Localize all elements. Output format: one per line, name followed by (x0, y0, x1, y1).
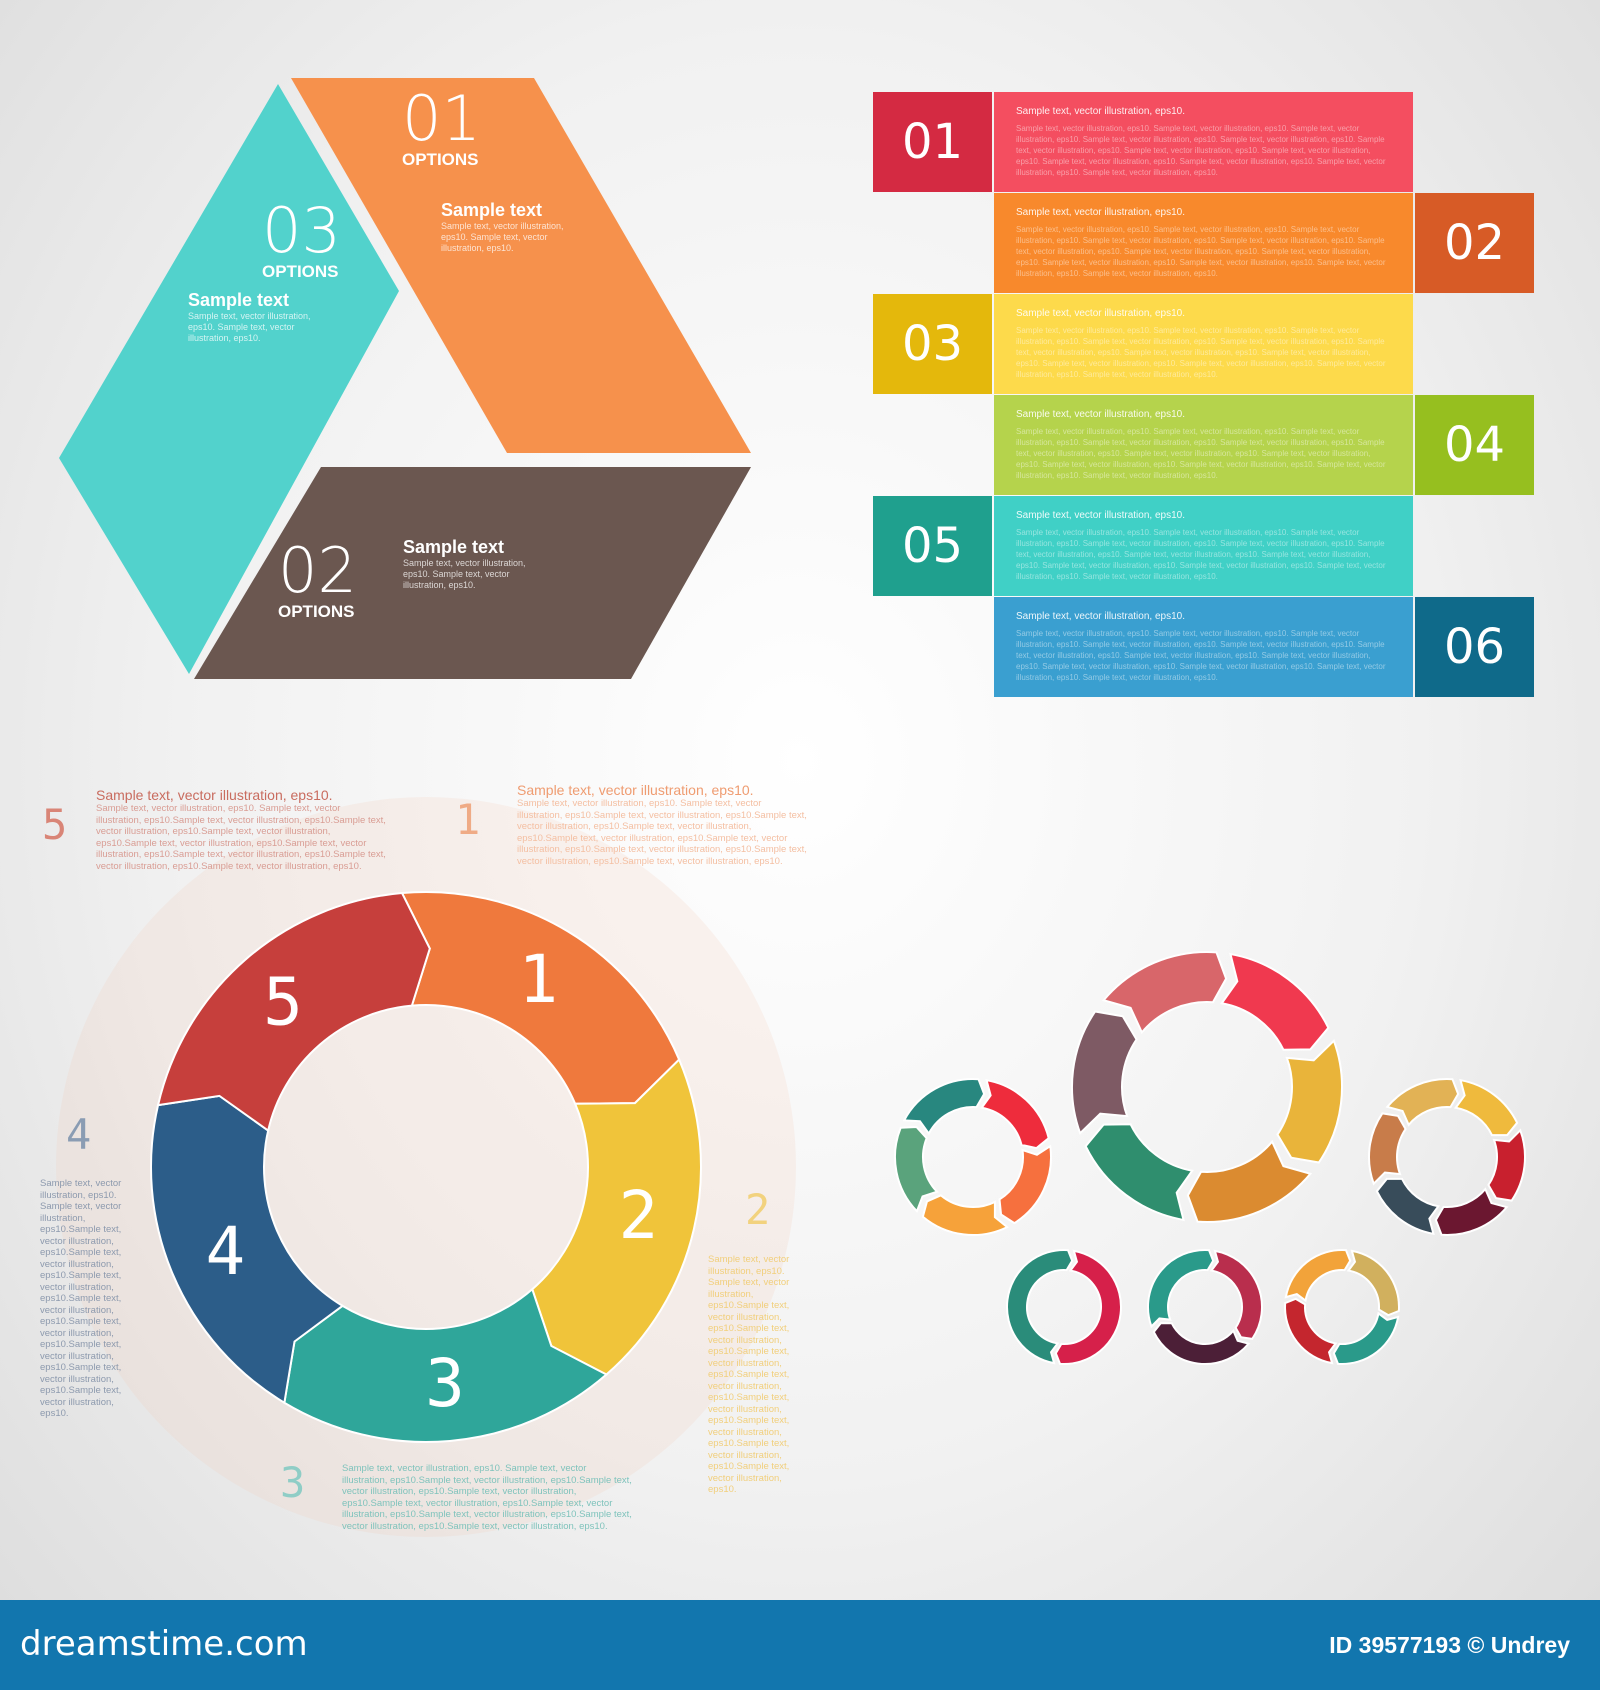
hex-number: 02 (278, 534, 357, 607)
text-block-4: Sample text, vector illustration, eps10.… (40, 1178, 122, 1419)
cycle-label: 1 (518, 941, 558, 1018)
hex-title: Sample text (188, 290, 290, 310)
text-body: Sample text, vector illustration, eps10.… (517, 798, 807, 867)
bar-number-box: 04 (1415, 395, 1534, 495)
bar-strip: Sample text, vector illustration, eps10.… (994, 92, 1413, 192)
cycle-label: 4 (205, 1213, 245, 1290)
bar-body: Sample text, vector illustration, eps10.… (1016, 124, 1386, 177)
hex-text-03: Sample text Sample text, vector illustra… (188, 290, 328, 344)
bar-number-box: 03 (873, 294, 992, 394)
bar-strip: Sample text, vector illustration, eps10.… (994, 294, 1413, 394)
bar-number-box: 05 (873, 496, 992, 596)
text-heading: Sample text, vector illustration, eps10. (517, 782, 754, 798)
cycle-label: 2 (619, 1177, 659, 1254)
bar-strip: Sample text, vector illustration, eps10.… (994, 597, 1413, 697)
bar-number-box: 06 (1415, 597, 1534, 697)
hex-body: Sample text, vector illustration, eps10.… (441, 221, 564, 253)
ring-1-segment (902, 1078, 986, 1136)
ring-2-segment (1186, 1139, 1313, 1223)
ring-2-segment (1276, 1039, 1343, 1164)
bar-heading: Sample text, vector illustration, eps10. (1016, 409, 1185, 420)
hex-title: Sample text (403, 537, 505, 557)
ring-3-segment (1434, 1187, 1509, 1236)
cycle-label: 3 (425, 1345, 465, 1422)
ring-3-segment (1375, 1177, 1441, 1236)
bar-strip: Sample text, vector illustration, eps10.… (994, 193, 1413, 293)
text-block-2: Sample text, vector illustration, eps10.… (708, 1254, 790, 1495)
hex-options: OPTIONS (402, 150, 479, 169)
hex-options: OPTIONS (278, 602, 355, 621)
ring-5-segment (1152, 1322, 1251, 1365)
ring-3-segment (1487, 1128, 1526, 1202)
bar-body: Sample text, vector illustration, eps10.… (1016, 528, 1386, 581)
ring-6-segment (1346, 1249, 1400, 1317)
bar-strip: Sample text, vector illustration, eps10.… (994, 395, 1413, 495)
hex-label-02: 02 OPTIONS (278, 540, 357, 622)
ring-1-segment (998, 1144, 1052, 1225)
ring-2-segment (1101, 951, 1228, 1035)
ring-3-segment (1453, 1078, 1519, 1137)
hex-label-01: 01 OPTIONS (402, 88, 481, 170)
image-credit: ID 39577193 © Undrey (1329, 1632, 1570, 1658)
footer-bar: dreamstime.com ID 39577193 © Undrey (0, 1600, 1600, 1690)
ring-1-segment (894, 1125, 939, 1214)
bar-body: Sample text, vector illustration, eps10.… (1016, 326, 1386, 379)
hex-text-02: Sample text Sample text, vector illustra… (403, 537, 543, 591)
hex-options: OPTIONS (262, 262, 339, 281)
cycle-diagram: 1 2 3 4 5 (150, 891, 702, 1443)
bar-body: Sample text, vector illustration, eps10.… (1016, 225, 1386, 278)
side-label-3: 3 (280, 1458, 306, 1507)
bar-strip: Sample text, vector illustration, eps10.… (994, 496, 1413, 596)
bar-heading: Sample text, vector illustration, eps10. (1016, 207, 1185, 218)
ring-6-segment (1284, 1297, 1338, 1365)
text-body: Sample text, vector illustration, eps10.… (96, 803, 386, 872)
ring-5-segment (1209, 1249, 1263, 1340)
hex-number: 03 (262, 194, 341, 267)
text-heading: Sample text, vector illustration, eps10. (96, 787, 333, 803)
small-rings (894, 951, 1526, 1365)
hex-segment-03 (59, 84, 399, 674)
bar-number-box: 01 (873, 92, 992, 192)
side-label-1: 1 (455, 795, 481, 844)
bar-body: Sample text, vector illustration, eps10.… (1016, 629, 1386, 682)
text-block-5: Sample text, vector illustration, eps10.… (96, 787, 386, 872)
hex-label-03: 03 OPTIONS (262, 200, 341, 282)
bar-heading: Sample text, vector illustration, eps10. (1016, 611, 1185, 622)
brand-logo[interactable]: dreamstime.com (20, 1624, 308, 1664)
ring-2-segment (1071, 1010, 1138, 1135)
ring-1-segment (979, 1078, 1050, 1150)
hex-body: Sample text, vector illustration, eps10.… (188, 311, 311, 343)
ring-4-segment (1006, 1249, 1074, 1365)
side-label-5: 5 (42, 800, 68, 849)
cycle-label: 5 (263, 963, 303, 1040)
hex-title: Sample text (441, 200, 543, 220)
ring-5-segment (1147, 1249, 1215, 1329)
hex-segment-02 (194, 467, 751, 679)
side-label-2: 2 (745, 1185, 771, 1234)
bar-body: Sample text, vector illustration, eps10.… (1016, 427, 1386, 480)
bar-heading: Sample text, vector illustration, eps10. (1016, 308, 1185, 319)
ring-2-segment (1084, 1123, 1194, 1222)
bar-heading: Sample text, vector illustration, eps10. (1016, 106, 1185, 117)
hex-segment-01 (291, 78, 751, 453)
text-block-3: Sample text, vector illustration, eps10.… (342, 1463, 632, 1532)
bar-heading: Sample text, vector illustration, eps10. (1016, 510, 1185, 521)
side-label-4: 4 (66, 1110, 92, 1159)
text-block-1: Sample text, vector illustration, eps10.… (517, 782, 807, 867)
bar-number-box: 02 (1415, 193, 1534, 293)
ring-6-segment (1284, 1249, 1352, 1303)
hex-text-01: Sample text Sample text, vector illustra… (441, 200, 581, 254)
ring-6-segment (1332, 1311, 1400, 1365)
ring-3-segment (1368, 1112, 1407, 1186)
ring-1-segment (921, 1194, 1010, 1236)
hex-body: Sample text, vector illustration, eps10.… (403, 558, 526, 590)
ring-3-segment (1385, 1078, 1460, 1127)
hex-number: 01 (402, 82, 481, 155)
cycle-segment-5 (156, 891, 431, 1133)
ring-4-segment (1054, 1249, 1122, 1365)
ring-2-segment (1220, 952, 1330, 1051)
